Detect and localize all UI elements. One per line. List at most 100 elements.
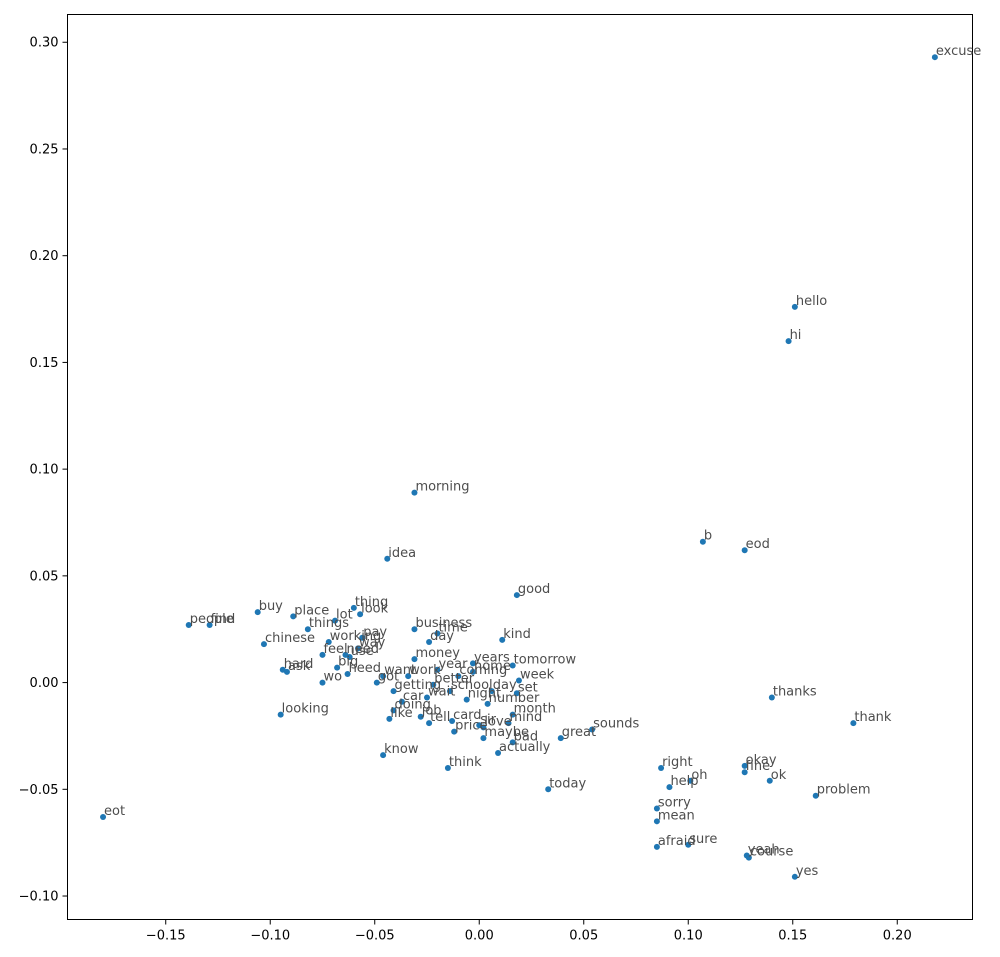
scatter-point bbox=[484, 700, 491, 707]
point-label: pay bbox=[363, 625, 387, 640]
y-tick-label: 0.10 bbox=[30, 463, 59, 478]
scatter-point bbox=[319, 679, 326, 686]
scatter-point bbox=[463, 696, 470, 703]
point-label: night bbox=[468, 687, 501, 702]
scatter-point bbox=[513, 690, 520, 697]
scatter-point bbox=[812, 792, 819, 799]
scatter-point bbox=[384, 555, 391, 562]
point-label: ask bbox=[288, 659, 311, 674]
scatter-point bbox=[666, 784, 673, 791]
point-label: great bbox=[562, 725, 596, 740]
point-label: heed bbox=[349, 661, 382, 676]
point-label: find bbox=[211, 612, 236, 627]
scatter-point bbox=[545, 786, 552, 793]
point-label: use bbox=[351, 644, 374, 659]
scatter-point bbox=[741, 547, 748, 554]
scatter-point bbox=[332, 617, 339, 624]
scatter-point bbox=[390, 688, 397, 695]
point-label: things bbox=[309, 616, 349, 631]
point-label: day bbox=[430, 629, 454, 644]
point-label: sir bbox=[480, 712, 496, 727]
scatter-point bbox=[745, 854, 752, 861]
plot-area bbox=[67, 14, 973, 920]
scatter-point bbox=[304, 626, 311, 633]
scatter-point bbox=[350, 604, 357, 611]
point-label: home bbox=[474, 659, 511, 674]
scatter-point bbox=[515, 677, 522, 684]
scatter-point bbox=[380, 673, 387, 680]
point-label: sorry bbox=[658, 796, 691, 811]
x-tick-label: −0.10 bbox=[250, 929, 290, 944]
x-tick-label: 0.00 bbox=[465, 929, 494, 944]
scatter-point bbox=[505, 720, 512, 727]
scatter-point bbox=[359, 634, 366, 641]
point-label: course bbox=[750, 845, 793, 860]
point-label: sure bbox=[689, 832, 717, 847]
scatter-point bbox=[513, 592, 520, 599]
point-label: love bbox=[484, 714, 511, 729]
scatter-point bbox=[488, 688, 495, 695]
point-label: look bbox=[361, 601, 389, 616]
scatter-point bbox=[469, 668, 476, 675]
scatter-point bbox=[499, 636, 506, 643]
scatter-point bbox=[699, 538, 706, 545]
scatter-point bbox=[344, 671, 351, 678]
point-label: good bbox=[518, 582, 550, 597]
point-label: work bbox=[409, 663, 441, 678]
x-tick-label: 0.05 bbox=[569, 929, 598, 944]
point-label: set bbox=[518, 680, 538, 695]
point-label: sounds bbox=[593, 717, 639, 732]
scatter-point bbox=[380, 752, 387, 759]
point-label: right bbox=[662, 755, 693, 770]
scatter-point bbox=[480, 724, 487, 731]
scatter-point bbox=[357, 611, 364, 618]
point-label: people bbox=[190, 612, 234, 627]
scatter-point bbox=[434, 630, 441, 637]
point-label: lot bbox=[336, 608, 353, 623]
point-label: think bbox=[449, 755, 482, 770]
point-label: job bbox=[421, 704, 442, 719]
x-tick-label: −0.05 bbox=[355, 929, 395, 944]
point-label: time bbox=[438, 620, 467, 635]
point-label: eot bbox=[104, 804, 125, 819]
point-label: money bbox=[415, 646, 460, 661]
point-label: looking bbox=[282, 702, 329, 717]
y-tick-label: 0.15 bbox=[30, 356, 59, 371]
point-label: mind bbox=[510, 710, 543, 725]
point-label: kind bbox=[503, 627, 531, 642]
scatter-point bbox=[283, 668, 290, 675]
point-label: buy bbox=[259, 599, 283, 614]
point-label: number bbox=[489, 691, 540, 706]
point-label: coming bbox=[459, 663, 507, 678]
point-label: thing bbox=[355, 595, 388, 610]
point-label: help bbox=[670, 774, 698, 789]
point-label: tell bbox=[430, 710, 450, 725]
scatter-point bbox=[791, 303, 798, 310]
y-tick-label: −0.05 bbox=[19, 783, 59, 798]
point-label: got bbox=[378, 670, 399, 685]
point-label: getting bbox=[395, 678, 442, 693]
scatter-point bbox=[741, 762, 748, 769]
y-axis: −0.10 −0.05 0.00 0.05 0.10 0.15 0.20 0.25 0.30 bbox=[19, 36, 68, 905]
point-label: better bbox=[434, 672, 474, 687]
scatter-point bbox=[455, 673, 462, 680]
point-label: card bbox=[453, 708, 481, 723]
y-tick-label: −0.10 bbox=[19, 890, 59, 905]
scatter-point bbox=[346, 653, 353, 660]
x-tick-label: 0.10 bbox=[674, 929, 703, 944]
point-label: oh bbox=[691, 768, 707, 783]
point-label: car bbox=[403, 689, 424, 704]
scatter-point bbox=[411, 626, 418, 633]
x-axis: −0.15 −0.10 −0.05 0.00 0.05 0.10 0.15 0.20 bbox=[146, 919, 912, 944]
scatter-point bbox=[260, 641, 267, 648]
scatter-point bbox=[589, 726, 596, 733]
scatter-point bbox=[100, 814, 107, 821]
point-label: big bbox=[338, 655, 358, 670]
point-label: yes bbox=[796, 864, 819, 879]
data-labels: excusehellohimorningbeodideagoodthingloo… bbox=[104, 44, 981, 879]
scatter-point bbox=[509, 739, 516, 746]
point-label: eod bbox=[746, 537, 770, 552]
data-points bbox=[100, 54, 938, 880]
scatter-point bbox=[185, 621, 192, 628]
scatter-point bbox=[480, 735, 487, 742]
